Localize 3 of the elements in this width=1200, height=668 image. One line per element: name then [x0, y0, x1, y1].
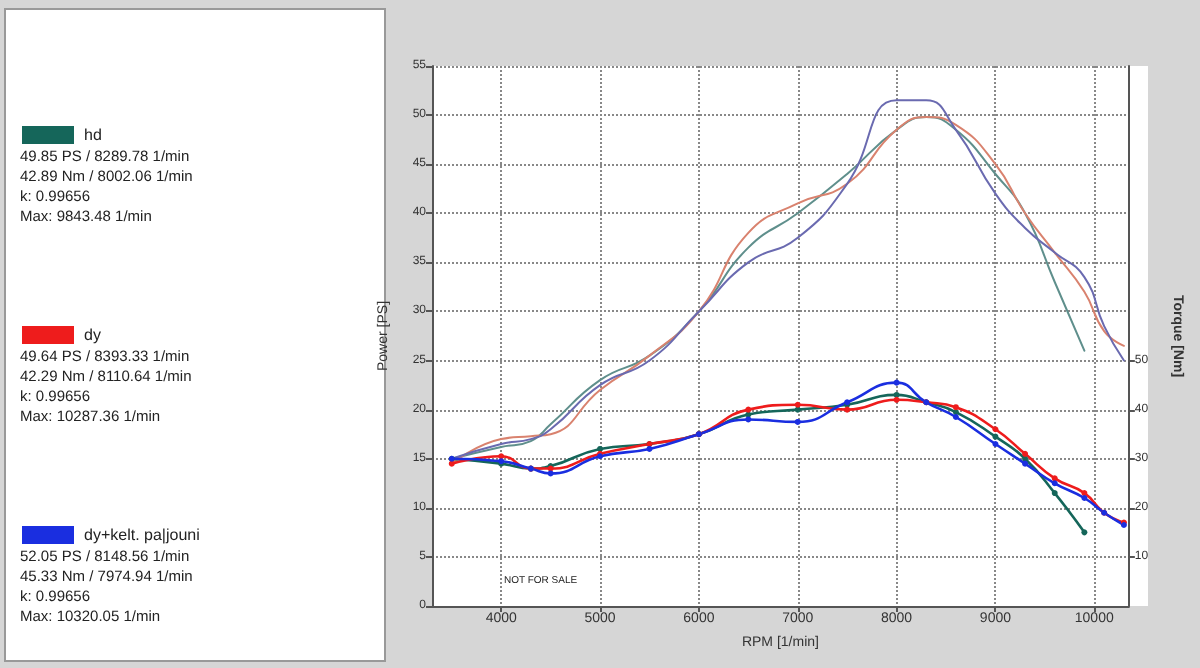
legend-label: dy	[84, 326, 101, 344]
legend-label: hd	[84, 126, 102, 144]
legend-label: dy+kelt. pa|jouni	[84, 526, 201, 544]
